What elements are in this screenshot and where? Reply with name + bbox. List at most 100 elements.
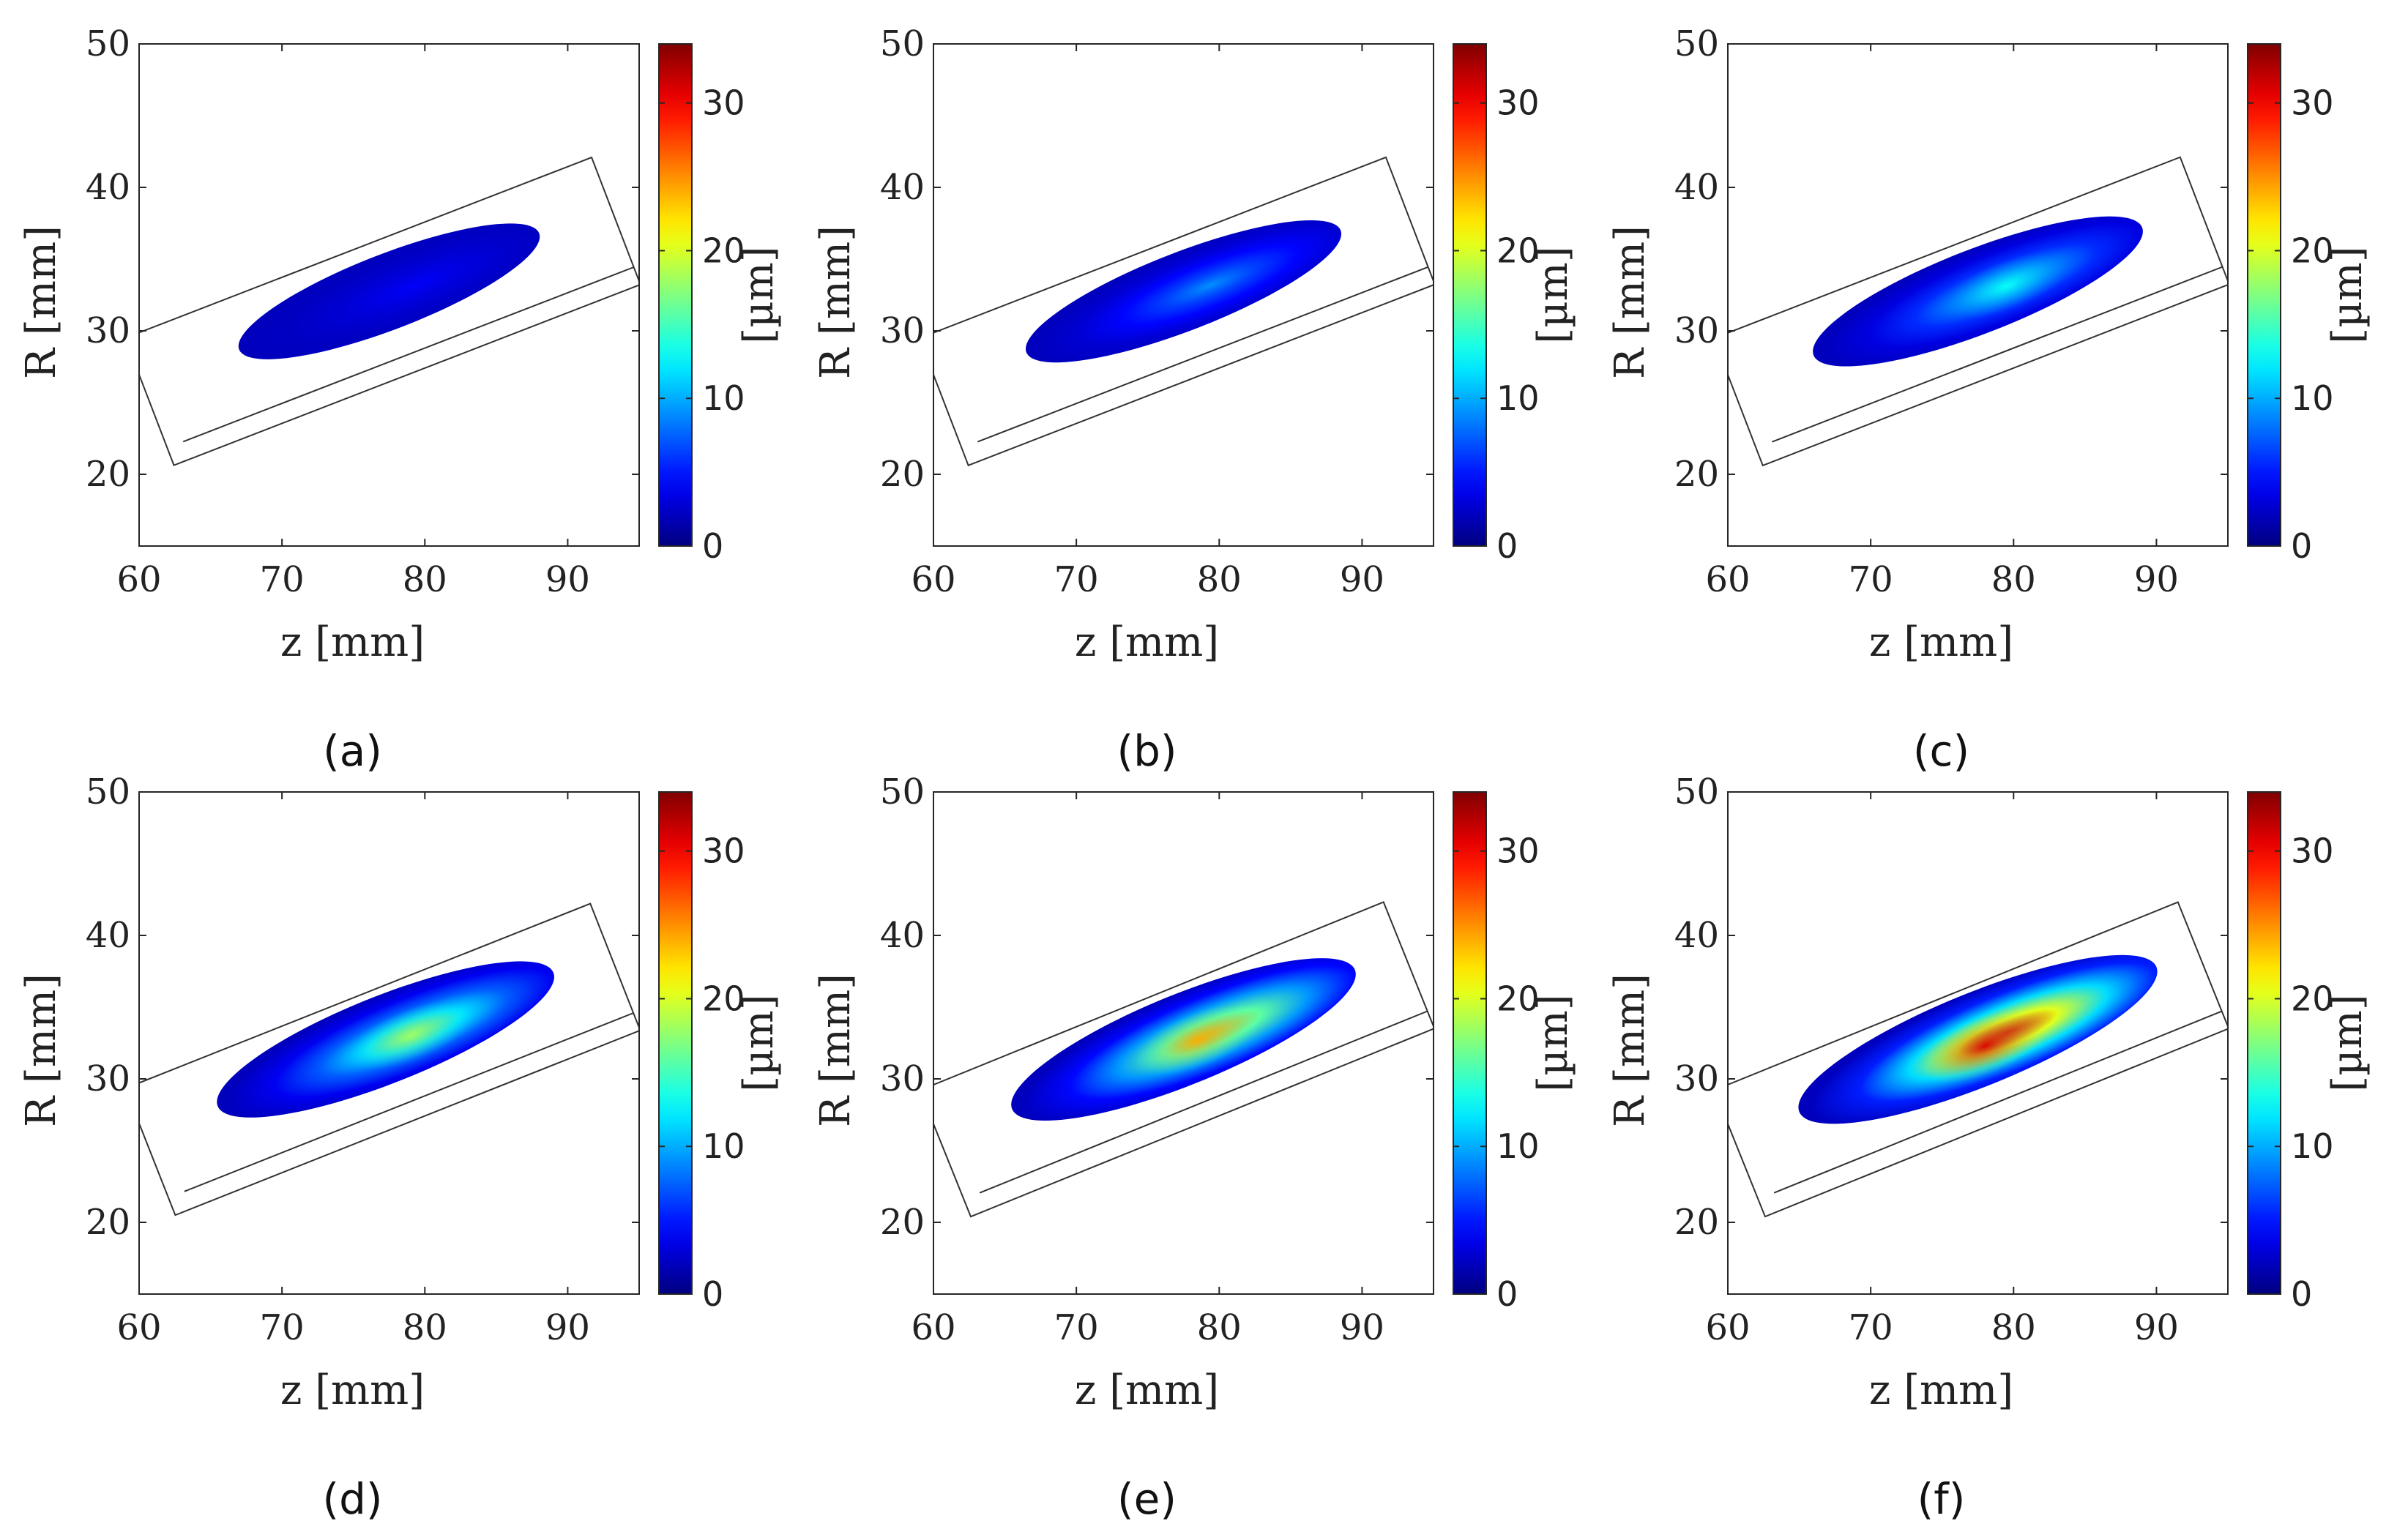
panel-a: 60 70 80 90 20 30 40 50 z [mm] R [mm] 0 10 20 30 [µm] (…	[18, 23, 783, 776]
geometry-inner-line	[182, 266, 635, 443]
y-tick-label: 50	[86, 23, 130, 64]
y-tick-label: 40	[86, 915, 130, 956]
colorbar-tick-label: 10	[1496, 1126, 1540, 1166]
y-tick-label: 50	[86, 771, 130, 812]
y-tick-label: 30	[880, 310, 925, 351]
colorbar-tick-label: 0	[702, 526, 723, 566]
colorbar-label: [µm]	[735, 994, 783, 1091]
geometry-inner-line	[1772, 266, 2223, 443]
colorbar-tick-label: 30	[2291, 831, 2334, 871]
geometry-outline	[139, 902, 639, 1216]
y-tick-label: 20	[1674, 1202, 1719, 1243]
x-tick-label: 80	[403, 1307, 447, 1348]
panel-label: (d)	[322, 1474, 382, 1524]
panel-label: (e)	[1117, 1474, 1177, 1524]
heat-core	[1920, 1009, 2051, 1083]
x-tick-label: 60	[116, 559, 161, 600]
colorbar-tick-label: 20	[1496, 979, 1540, 1018]
colorbar-tick-label: 10	[2291, 378, 2334, 418]
geometry-outline	[1728, 156, 2228, 467]
x-axis-label: z [mm]	[1075, 618, 1219, 666]
colorbar-tick-label: 10	[2291, 1126, 2334, 1166]
x-tick-label: 90	[545, 1307, 590, 1348]
plot-area	[139, 902, 639, 1216]
axes-frame	[138, 43, 640, 547]
y-tick-label: 40	[880, 167, 925, 208]
panel-b: 60 70 80 90 20 30 40 50 z [mm] R [mm] 0 10 20 30 [µm] (…	[812, 23, 1577, 776]
y-tick-label: 20	[880, 1202, 925, 1243]
y-tick-label: 50	[1674, 771, 1719, 812]
colorbar-tick-label: 30	[2291, 83, 2334, 123]
colorbar-label: [µm]	[1529, 994, 1577, 1091]
axes-frame	[1727, 791, 2229, 1295]
x-tick-label: 70	[260, 1307, 305, 1348]
x-tick-label: 60	[911, 559, 955, 600]
colorbar-label: [µm]	[1529, 246, 1577, 343]
y-tick-label: 20	[1674, 454, 1719, 495]
colorbar	[1453, 791, 1487, 1295]
colorbar	[658, 43, 693, 547]
colorbar-tick-label: 30	[1496, 831, 1540, 871]
colorbar-tick-label: 20	[2291, 979, 2334, 1018]
y-tick-label: 50	[880, 23, 925, 64]
y-axis-label: R [mm]	[1606, 225, 1654, 379]
y-tick-label: 30	[880, 1058, 925, 1099]
x-tick-label: 80	[1197, 1307, 1242, 1348]
x-tick-label: 70	[260, 559, 305, 600]
colorbar-tick-label: 0	[2291, 1274, 2312, 1314]
x-tick-label: 90	[1340, 1307, 1384, 1348]
x-tick-label: 90	[545, 559, 590, 600]
colorbar-tick-label: 30	[702, 831, 745, 871]
colorbar-tick-label: 10	[702, 378, 745, 418]
y-axis-label: R [mm]	[18, 225, 65, 379]
colorbar-tick-label: 20	[702, 979, 745, 1018]
geometry-outline	[933, 156, 1434, 467]
heat-spot	[238, 223, 540, 359]
y-tick-label: 40	[880, 915, 925, 956]
x-tick-label: 70	[1054, 559, 1099, 600]
colorbar-tick-label: 10	[1496, 378, 1540, 418]
plot-area	[1728, 156, 2228, 467]
x-tick-label: 90	[2134, 1307, 2179, 1348]
x-tick-label: 60	[911, 1307, 955, 1348]
x-tick-label: 60	[1705, 559, 1750, 600]
axes-frame	[138, 791, 640, 1295]
y-tick-label: 30	[86, 1058, 130, 1099]
x-tick-label: 90	[1340, 559, 1384, 600]
plot-area	[1728, 901, 2228, 1218]
colorbar-tick-label: 30	[1496, 83, 1540, 123]
y-tick-label: 20	[86, 1202, 130, 1243]
panel-label: (f)	[1917, 1474, 1966, 1524]
heat-spot	[1025, 220, 1342, 363]
colorbar-label: [µm]	[2324, 246, 2371, 343]
plot-area	[933, 156, 1434, 467]
y-tick-label: 50	[1674, 23, 1719, 64]
colorbar	[2247, 43, 2281, 547]
y-axis-label: R [mm]	[812, 973, 860, 1127]
colorbar-tick-label: 0	[2291, 526, 2312, 566]
panel-label: (b)	[1117, 726, 1177, 776]
x-tick-label: 80	[1197, 559, 1242, 600]
colorbar-tick-label: 20	[2291, 231, 2334, 270]
colorbar	[2247, 791, 2281, 1295]
y-tick-label: 50	[880, 771, 925, 812]
x-tick-label: 80	[1991, 1307, 2036, 1348]
colorbar-tick-label: 0	[1496, 1274, 1518, 1314]
x-axis-label: z [mm]	[1869, 618, 2013, 666]
colorbar-tick-label: 0	[702, 1274, 723, 1314]
axes-frame	[1727, 43, 2229, 547]
geometry-outline	[933, 901, 1434, 1218]
geometry-inner-line	[184, 1012, 634, 1192]
heat-core	[1946, 253, 2067, 320]
x-axis-label: z [mm]	[280, 1367, 425, 1414]
x-tick-label: 80	[403, 559, 447, 600]
axes-frame	[933, 43, 1434, 547]
x-tick-label: 80	[1991, 559, 2036, 600]
colorbar-tick-label: 0	[1496, 526, 1518, 566]
axes-frame	[933, 791, 1434, 1295]
colorbar-tick-label: 10	[702, 1126, 745, 1166]
plot-area	[933, 901, 1434, 1218]
y-tick-label: 30	[1674, 1058, 1719, 1099]
geometry-outline	[1728, 901, 2228, 1218]
